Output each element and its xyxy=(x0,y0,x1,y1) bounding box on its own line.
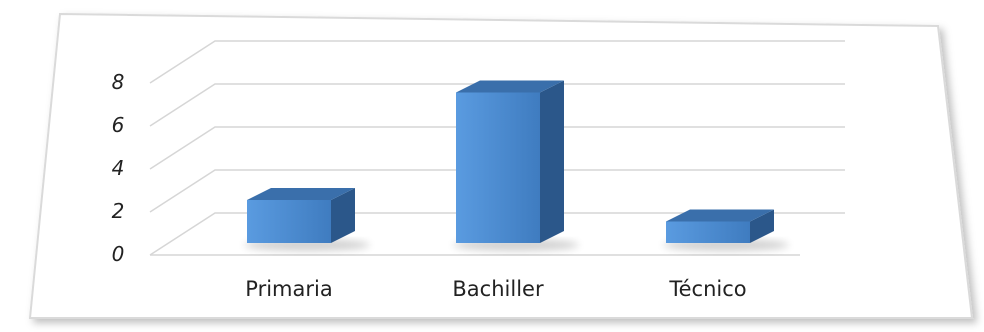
y-tick-label: 4 xyxy=(112,156,125,180)
x-axis-categories: Primaria Bachiller Técnico xyxy=(245,277,746,301)
bar-top-face xyxy=(247,188,355,200)
x-category-label: Técnico xyxy=(668,277,746,301)
y-tick-label: 2 xyxy=(112,199,125,223)
bar-side-face xyxy=(750,209,774,243)
gridline xyxy=(149,40,845,84)
bar-top-face xyxy=(666,209,774,222)
bar-front-face xyxy=(456,92,540,243)
x-category-label: Primaria xyxy=(245,277,332,301)
x-category-label: Bachiller xyxy=(452,277,544,301)
bar-side-face xyxy=(331,188,355,243)
bar xyxy=(663,209,789,251)
gridline xyxy=(149,212,845,256)
bar xyxy=(244,188,370,251)
bar-top-face xyxy=(456,80,564,93)
gridline xyxy=(149,169,845,213)
gridlines xyxy=(149,40,845,256)
bars xyxy=(244,80,789,251)
y-axis-ticks: 0 2 4 6 8 xyxy=(112,70,125,266)
y-tick-label: 6 xyxy=(112,113,125,137)
gridline xyxy=(149,83,845,127)
gridline xyxy=(149,126,845,170)
y-tick-label: 8 xyxy=(112,70,125,94)
bar-front-face xyxy=(666,221,750,243)
bar-side-face xyxy=(540,80,564,243)
bar-front-face xyxy=(247,200,331,243)
y-tick-label: 0 xyxy=(112,242,125,266)
bar xyxy=(453,80,579,251)
